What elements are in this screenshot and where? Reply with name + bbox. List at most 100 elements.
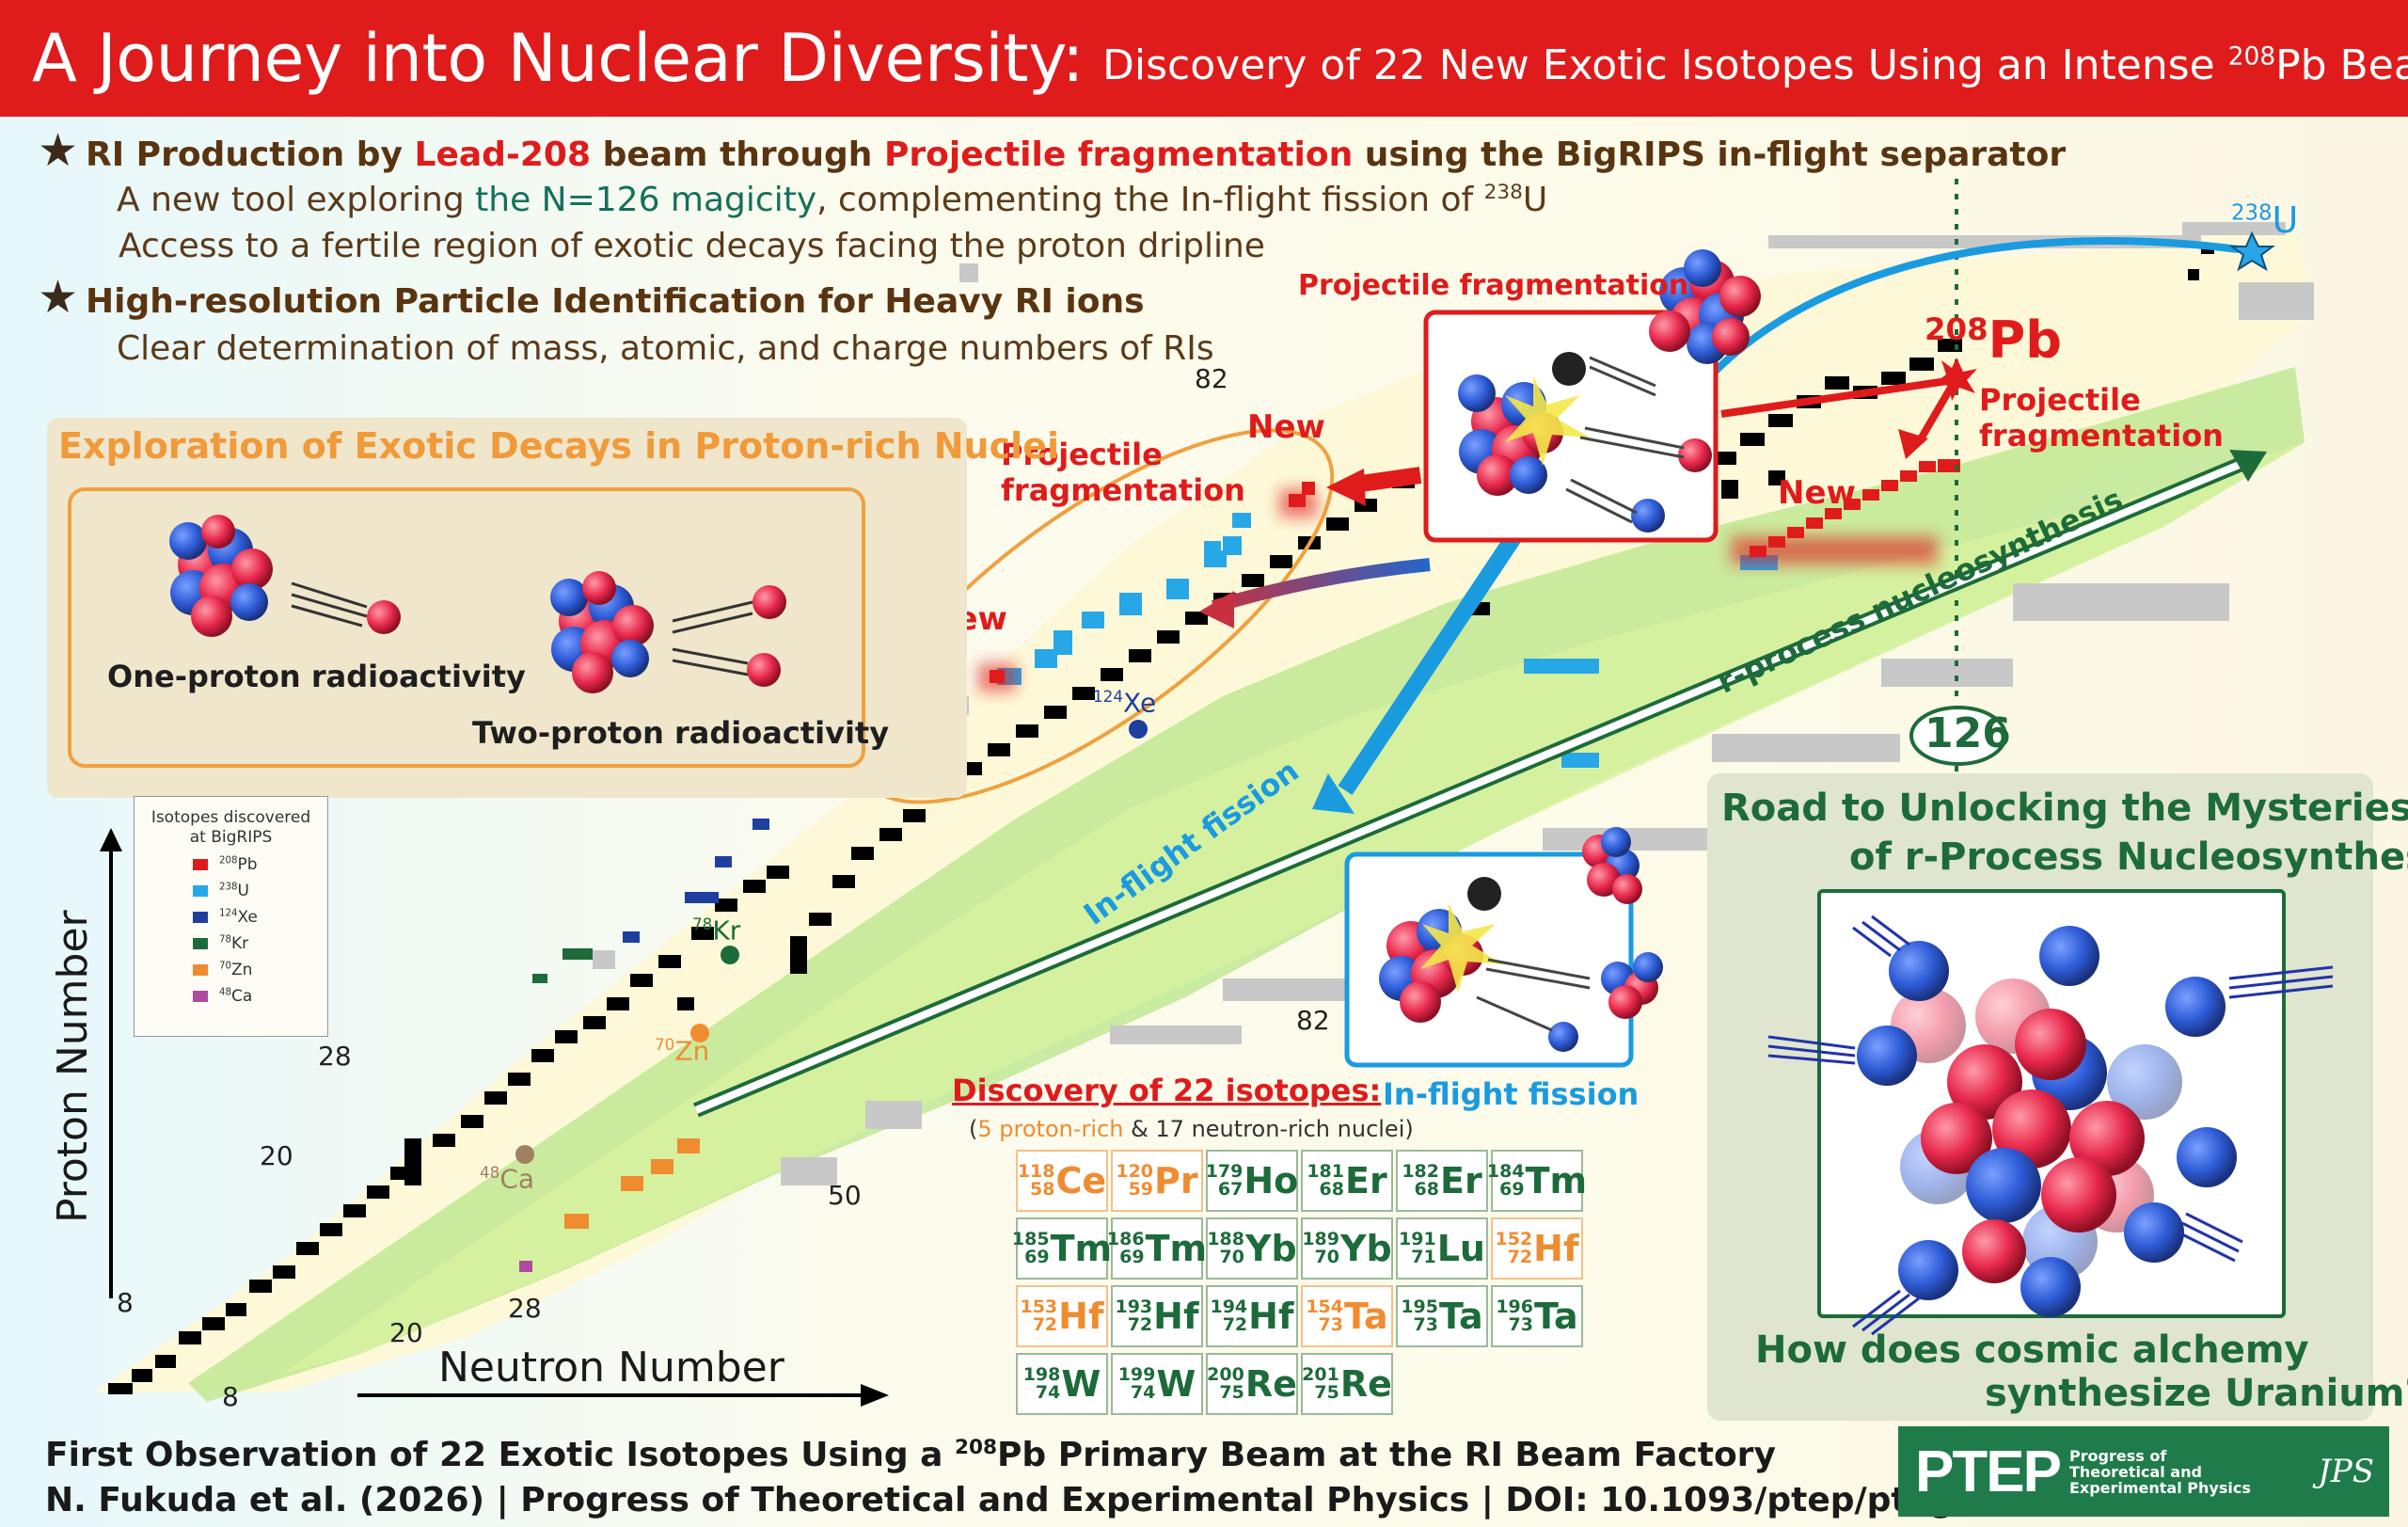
pb-label: 208Pb — [1925, 310, 2062, 370]
inflight-fission-arrow — [1338, 532, 1522, 795]
legend-swatch — [193, 964, 208, 976]
u-isotopes — [997, 513, 1778, 768]
legend-swatch — [193, 938, 208, 949]
zn-label: 70Zn — [655, 1035, 710, 1067]
isotope-cell: 181 68 Er — [1301, 1150, 1393, 1212]
footer-line-2: N. Fukuda et al. (2026) | Progress of Th… — [45, 1481, 2025, 1519]
star-icon: ★ — [38, 124, 79, 177]
legend-label: 208Pb — [219, 855, 258, 874]
stable-nuclei — [108, 243, 2214, 1394]
isotope-cell: 118 58 Ce — [1016, 1150, 1108, 1212]
isotope-cell: 201 75 Re — [1301, 1353, 1393, 1415]
u-label: 238U — [2231, 199, 2299, 241]
bullet-2-line-1: Clear determination of mass, atomic, and… — [117, 329, 1214, 368]
isotope-cell: 189 70 Yb — [1301, 1217, 1393, 1280]
proj-frag-right-label: Projectile fragmentation — [1979, 382, 2224, 453]
isotope-cell: 184 69 Tm — [1487, 1150, 1587, 1212]
ptep-wordmark: PTEP — [1915, 1439, 2062, 1504]
road-question-line-1: How does cosmic alchemy — [1755, 1328, 2309, 1372]
exotic-decays-frame — [68, 487, 865, 768]
z-tick-20: 20 — [260, 1140, 293, 1171]
legend-item: 124Xe — [193, 908, 327, 927]
title-main: A Journey into Nuclear Diversity: — [32, 20, 1085, 97]
new-label-3: New — [1778, 474, 1856, 512]
isotope-cell: 154 73 Ta — [1301, 1285, 1393, 1347]
ptep-fullname: Progress of Theoretical and Experimental P… — [2068, 1446, 2251, 1497]
legend-label: 70Zn — [219, 961, 253, 979]
legend-item: 70Zn — [193, 961, 327, 979]
bullet-2: ★ High-resolution Particle Identification… — [38, 271, 1145, 324]
two-proton-label: Two-proton radioactivity — [472, 715, 890, 751]
kr-label: 78Kr — [692, 915, 741, 946]
x-axis-label: Neutron Number — [438, 1344, 784, 1392]
legend-item: 208Pb — [193, 855, 327, 874]
bullet-1: ★ RI Production by Lead-208 beam through … — [38, 124, 2067, 177]
isotope-cell: 120 59 Pr — [1111, 1150, 1203, 1212]
pb-frag-arrow — [1915, 378, 1958, 445]
proj-frag-left-label: Projectile fragmentation — [1001, 437, 1245, 508]
star-icon: ★ — [38, 271, 79, 324]
isotope-cell: 186 69 Tm — [1107, 1217, 1207, 1280]
legend-swatch — [193, 991, 208, 1002]
legend-label: 78Kr — [219, 934, 249, 953]
discovery-title: Discovery of 22 isotopes: — [952, 1073, 1382, 1108]
isotope-cell: 199 74 W — [1111, 1353, 1203, 1415]
isotope-cell: 196 73 Ta — [1491, 1285, 1583, 1347]
y-axis-arrow — [100, 828, 122, 851]
proj-frag-nucleus-icon — [1458, 352, 1712, 533]
isotope-cell: 152 72 Hf — [1491, 1217, 1583, 1280]
xe-label: 124Xe — [1093, 687, 1157, 719]
footer-line-1: First Observation of 22 Exotic Isotopes … — [45, 1436, 1776, 1474]
zn-isotopes — [564, 1138, 700, 1229]
xe-marker — [1129, 720, 1148, 739]
legend-swatch — [193, 885, 208, 897]
n-tick-20: 20 — [389, 1317, 423, 1348]
road-title-line-2: of r-Process Nucleosynthesis — [1849, 835, 2408, 879]
new-label-1: New — [1247, 408, 1325, 446]
proj-frag-top-label: Projectile fragmentation — [1298, 269, 1689, 302]
kr-isotopes — [532, 948, 593, 983]
isotope-cell: 194 72 Hf — [1206, 1285, 1298, 1347]
one-proton-label: One-proton radioactivity — [107, 659, 526, 694]
n-tick-82: 82 — [1296, 1005, 1330, 1036]
z-tick-82: 82 — [1195, 363, 1228, 394]
isotope-cell: 193 72 Hf — [1111, 1285, 1203, 1347]
fission-nucleus-icon — [1379, 827, 1663, 1052]
bullet-1-line-1: A new tool exploring the N=126 magicity,… — [117, 181, 1548, 219]
legend-swatch — [193, 912, 208, 923]
jps-logo: JPS — [2318, 1453, 2374, 1490]
isotope-cell: 191 71 Lu — [1396, 1217, 1488, 1280]
legend-item: 78Kr — [193, 934, 327, 953]
ca-isotope — [519, 1261, 532, 1272]
title-sub: Discovery of 22 New Exotic Isotopes Usin… — [1102, 40, 2408, 89]
ptep-logo: PTEP Progress of Theoretical and Experimen… — [1898, 1426, 2389, 1517]
x-axis-arrow — [861, 1384, 889, 1407]
zn-marker — [690, 1024, 709, 1042]
isotope-cell: 179 67 Ho — [1206, 1150, 1298, 1212]
n-tick-126: 126 — [1925, 709, 2011, 757]
legend-label: 48Ca — [219, 987, 253, 1006]
isotope-cell: 200 75 Re — [1206, 1353, 1298, 1415]
n126-oval — [1909, 706, 2007, 766]
legend-swatch — [193, 859, 208, 870]
uranium-nucleus-icon — [1649, 249, 1761, 364]
kr-marker — [721, 946, 739, 964]
legend-item: 48Ca — [193, 987, 327, 1006]
isotope-cell: 153 72 Hf — [1016, 1285, 1108, 1347]
ca-marker — [515, 1145, 534, 1164]
exotic-decays-title: Exploration of Exotic Decays in Proton-r… — [58, 425, 1059, 467]
pb-star — [1934, 358, 1977, 401]
z-tick-28: 28 — [318, 1041, 352, 1072]
r-process-nucleus-frame — [1817, 889, 2286, 1318]
bullet-1-line-2: Access to a fertile region of exotic dec… — [119, 227, 1265, 265]
legend-item: 238U — [193, 882, 327, 900]
inflight-fission-box-label: In-flight fission — [1383, 1076, 1640, 1112]
frag-left-arrow — [1353, 467, 1422, 493]
n-tick-8: 8 — [222, 1381, 239, 1412]
road-question-line-2: synthesize Uranium? — [1985, 1372, 2408, 1415]
isotope-cell: 188 70 Yb — [1206, 1217, 1298, 1280]
discovery-subtitle: (5 proton-rich & 17 neutron-rich nuclei) — [969, 1116, 1414, 1142]
n-tick-28: 28 — [508, 1293, 542, 1324]
isotope-cell: 198 74 W — [1016, 1353, 1108, 1415]
z-tick-8: 8 — [117, 1287, 134, 1318]
